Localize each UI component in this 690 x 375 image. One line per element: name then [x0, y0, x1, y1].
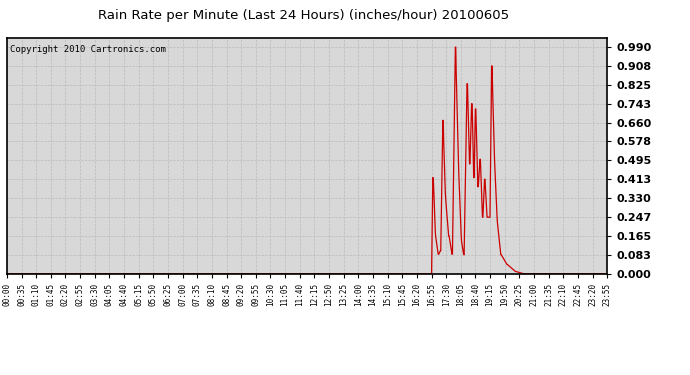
Text: Rain Rate per Minute (Last 24 Hours) (inches/hour) 20100605: Rain Rate per Minute (Last 24 Hours) (in…	[98, 9, 509, 22]
Text: Copyright 2010 Cartronics.com: Copyright 2010 Cartronics.com	[10, 45, 166, 54]
